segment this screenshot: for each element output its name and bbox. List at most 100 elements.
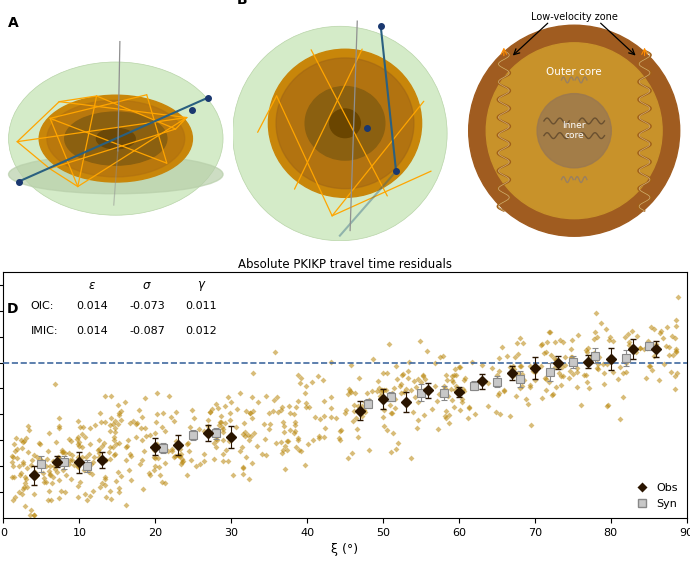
Title: Absolute PKIKP travel time residuals: Absolute PKIKP travel time residuals (238, 258, 452, 271)
Point (225, 409, 236, 418)
Point (643, 337, 654, 346)
Point (19, 436, 30, 446)
Point (417, 372, 428, 381)
Point (59, 449, 70, 458)
Point (645, 322, 656, 331)
Point (352, 432, 363, 442)
Point (106, 414, 117, 423)
Point (671, 321, 682, 331)
Point (211, 435, 222, 444)
Point (113, 487, 124, 496)
Point (155, 470, 166, 479)
Point (589, 335, 600, 344)
Point (595, 318, 607, 327)
Point (45, 461, 56, 471)
Point (538, 348, 549, 357)
Point (163, 447, 174, 456)
Point (28, 450, 39, 459)
Point (429, 382, 440, 391)
Ellipse shape (268, 50, 422, 197)
Point (402, 399, 413, 408)
Point (99, 417, 110, 426)
Point (303, 402, 314, 411)
Point (319, 424, 331, 433)
Ellipse shape (65, 112, 167, 165)
Point (168, 416, 179, 425)
Point (344, 386, 355, 395)
Point (656, 327, 667, 336)
Point (177, 454, 188, 463)
Point (378, 421, 389, 430)
Point (671, 348, 682, 357)
Point (524, 361, 535, 370)
Point (359, 407, 371, 416)
Point (26, 461, 37, 470)
Point (511, 339, 522, 348)
Point (399, 387, 410, 396)
Point (295, 373, 306, 382)
Point (649, 324, 660, 333)
Text: B: B (237, 0, 248, 7)
Point (241, 452, 252, 461)
Point (604, 335, 615, 344)
Point (101, 492, 112, 501)
Point (99, 472, 110, 481)
Point (529, 376, 540, 385)
Point (403, 373, 414, 382)
Point (515, 362, 526, 371)
Point (166, 447, 177, 456)
Point (46, 479, 57, 488)
Point (144, 468, 155, 477)
Ellipse shape (47, 100, 185, 177)
Point (185, 423, 196, 432)
Point (521, 394, 532, 403)
Point (630, 347, 641, 356)
Point (427, 405, 438, 414)
Point (477, 361, 488, 370)
Text: IMIC:: IMIC: (31, 326, 58, 336)
Legend: Obs, Syn: Obs, Syn (627, 480, 681, 512)
Point (29, 473, 40, 482)
Point (507, 372, 518, 381)
Point (217, 423, 228, 432)
Point (374, 384, 385, 393)
Point (307, 378, 318, 387)
Point (177, 457, 188, 466)
Point (217, 456, 228, 465)
Point (208, 438, 219, 447)
Point (591, 354, 602, 364)
Point (455, 363, 466, 372)
Point (566, 335, 578, 344)
Point (307, 435, 318, 444)
Point (139, 393, 150, 402)
Point (313, 372, 324, 381)
Point (401, 385, 412, 394)
Point (126, 452, 137, 461)
Point (263, 408, 274, 417)
Point (670, 344, 681, 353)
Point (8, 439, 19, 448)
Point (213, 404, 224, 413)
Point (564, 366, 575, 376)
Point (537, 339, 548, 348)
Point (232, 405, 243, 414)
Point (413, 397, 424, 406)
Point (8, 452, 19, 461)
Point (26, 505, 37, 514)
Point (252, 441, 263, 450)
Point (622, 329, 633, 338)
Point (408, 377, 419, 386)
Point (366, 386, 377, 395)
Point (218, 427, 229, 436)
Point (234, 389, 245, 398)
Point (280, 464, 291, 473)
Point (105, 486, 116, 496)
Point (77, 422, 88, 431)
Point (415, 378, 426, 387)
Point (560, 352, 571, 361)
Point (670, 347, 681, 356)
Ellipse shape (39, 95, 193, 182)
Point (109, 435, 120, 444)
Point (513, 349, 524, 358)
Point (97, 479, 108, 488)
